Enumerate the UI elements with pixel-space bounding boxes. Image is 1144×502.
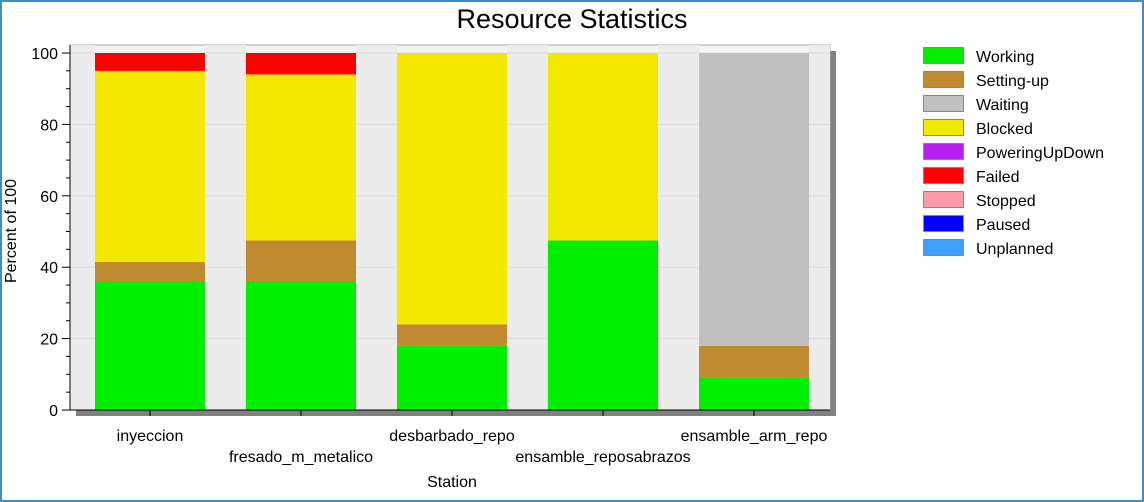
legend-swatch-blocked	[923, 119, 964, 136]
bar-segment-failed-fresado_m_metalico	[246, 53, 356, 75]
bar-segment-blocked-inyeccion	[95, 70, 205, 262]
x-tick-label: desbarbado_repo	[389, 428, 515, 445]
bar-segment-blocked-fresado_m_metalico	[246, 74, 356, 241]
legend-swatch-paused	[923, 215, 964, 232]
bar-segment-blocked-desbarbado_repo	[397, 53, 507, 325]
legend-label-paused: Paused	[976, 217, 1030, 234]
legend-swatch-stopped	[923, 191, 964, 208]
x-tick-label: ensamble_arm_repo	[681, 428, 828, 445]
plot-band	[356, 45, 397, 410]
bar-segment-setting-up-ensamble_arm_repo	[699, 345, 809, 378]
y-axis-label: Percent of 100	[3, 179, 20, 283]
x-tick-label: ensamble_reposabrazos	[515, 449, 690, 466]
legend-swatch-setting-up	[923, 71, 964, 88]
y-tick-label: 80	[40, 117, 58, 134]
bar-segment-working-ensamble_reposabrazos	[548, 240, 658, 410]
legend-swatch-poweringupdown	[923, 143, 964, 160]
legend-label-unplanned: Unplanned	[976, 241, 1053, 258]
bar-segment-working-desbarbado_repo	[397, 345, 507, 410]
chart-title: Resource Statistics	[456, 4, 687, 34]
y-tick-label: 100	[31, 46, 58, 63]
plot-band	[70, 45, 95, 410]
plot-band	[658, 45, 699, 410]
legend-swatch-working	[923, 47, 964, 64]
legend-swatch-waiting	[923, 95, 964, 112]
plot-band	[507, 45, 548, 410]
bar-segment-working-ensamble_arm_repo	[699, 377, 809, 410]
legend-label-stopped: Stopped	[976, 193, 1036, 210]
bar-segment-failed-inyeccion	[95, 53, 205, 71]
bar-segment-waiting-ensamble_arm_repo	[699, 53, 809, 346]
plot-area: 0 20 40 60 80 100 inyeccion fresado_m_metalico d…	[31, 44, 836, 466]
x-axis-label: Station	[427, 474, 477, 491]
y-tick-label: 60	[40, 189, 58, 206]
bar-segment-setting-up-desbarbado_repo	[397, 324, 507, 346]
x-tick-label: inyeccion	[117, 428, 184, 445]
x-tick-label: fresado_m_metalico	[229, 449, 373, 466]
legend-label-failed: Failed	[976, 169, 1020, 186]
bar-segment-working-fresado_m_metalico	[246, 281, 356, 410]
plot-band	[205, 45, 246, 410]
plot-band	[809, 45, 830, 410]
y-tick-label: 0	[49, 403, 58, 420]
y-tick-label: 40	[40, 260, 58, 277]
bar-segment-setting-up-inyeccion	[95, 261, 205, 282]
legend-swatch-unplanned	[923, 239, 964, 256]
legend-swatch-failed	[923, 167, 964, 184]
legend-label-working: Working	[976, 49, 1034, 66]
legend: Working Setting-up Waiting Blocked PoweringU…	[923, 47, 1104, 258]
bar-segment-setting-up-fresado_m_metalico	[246, 240, 356, 282]
y-tick-label: 20	[40, 332, 58, 349]
legend-label-blocked: Blocked	[976, 121, 1033, 138]
legend-label-poweringupdown: PoweringUpDown	[976, 145, 1104, 162]
legend-label-waiting: Waiting	[976, 97, 1029, 114]
legend-label-setting-up: Setting-up	[976, 73, 1049, 90]
bar-segment-working-inyeccion	[95, 281, 205, 410]
bar-segment-blocked-ensamble_reposabrazos	[548, 53, 658, 241]
